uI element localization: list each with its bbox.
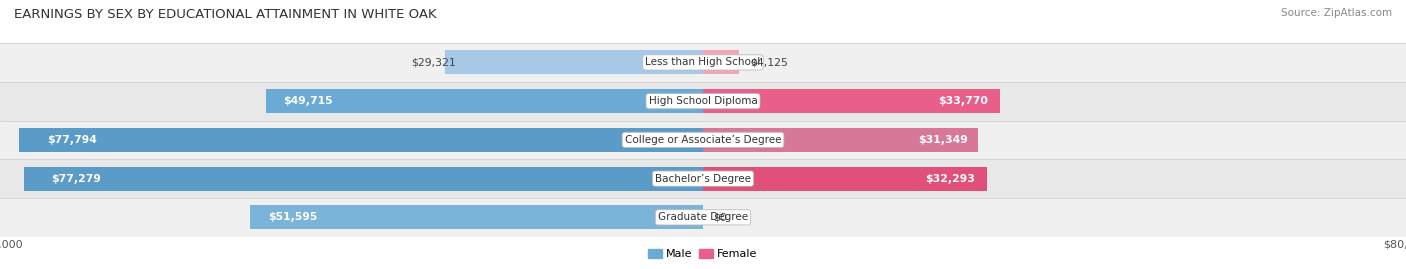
Text: $32,293: $32,293	[925, 174, 976, 184]
Bar	[266, 89, 703, 113]
Bar	[0, 43, 1406, 82]
Text: $49,715: $49,715	[284, 96, 333, 106]
Text: Bachelor’s Degree: Bachelor’s Degree	[655, 174, 751, 184]
Text: $51,595: $51,595	[267, 212, 318, 222]
Text: $33,770: $33,770	[938, 96, 988, 106]
Text: High School Diploma: High School Diploma	[648, 96, 758, 106]
Text: $29,321: $29,321	[411, 57, 456, 68]
Text: $31,349: $31,349	[918, 135, 967, 145]
Bar	[446, 50, 703, 75]
Bar	[703, 89, 1000, 113]
Text: $0: $0	[713, 212, 727, 222]
Text: EARNINGS BY SEX BY EDUCATIONAL ATTAINMENT IN WHITE OAK: EARNINGS BY SEX BY EDUCATIONAL ATTAINMEN…	[14, 8, 437, 21]
Bar	[24, 167, 703, 191]
Text: $4,125: $4,125	[749, 57, 787, 68]
Text: $77,279: $77,279	[51, 174, 101, 184]
Text: College or Associate’s Degree: College or Associate’s Degree	[624, 135, 782, 145]
Bar	[703, 128, 979, 152]
Bar	[703, 167, 987, 191]
Bar	[703, 50, 740, 75]
Bar	[0, 121, 1406, 159]
Bar	[250, 205, 703, 229]
Text: Graduate Degree: Graduate Degree	[658, 212, 748, 222]
Bar	[0, 82, 1406, 121]
Text: Source: ZipAtlas.com: Source: ZipAtlas.com	[1281, 8, 1392, 18]
Text: Less than High School: Less than High School	[645, 57, 761, 68]
Text: $77,794: $77,794	[46, 135, 97, 145]
Bar	[0, 198, 1406, 237]
Legend: Male, Female: Male, Female	[644, 244, 762, 263]
Bar	[0, 159, 1406, 198]
Bar	[20, 128, 703, 152]
